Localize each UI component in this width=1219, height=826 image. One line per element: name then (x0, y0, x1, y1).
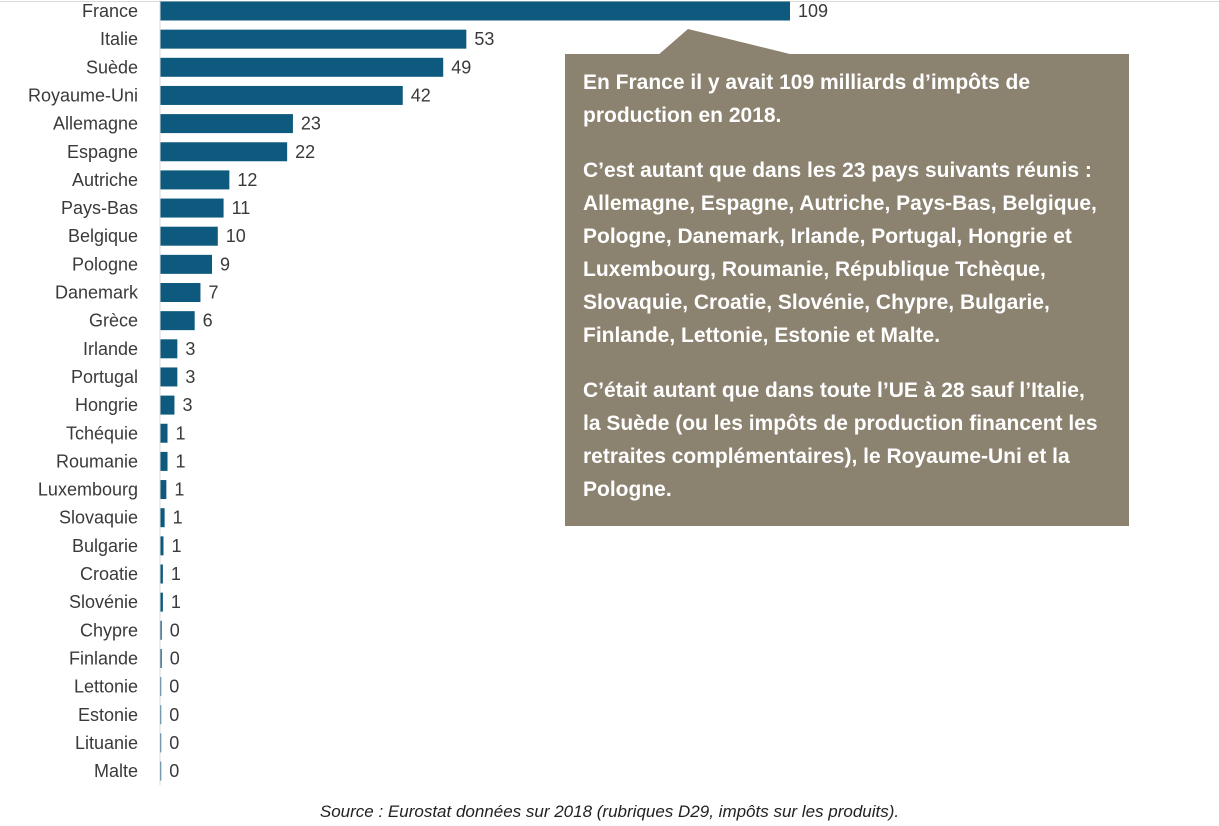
category-label: Espagne (67, 142, 138, 162)
data-label: 3 (182, 395, 192, 415)
category-label: Bulgarie (72, 536, 138, 556)
category-label: Tchéquie (66, 423, 138, 443)
category-label: France (82, 1, 138, 21)
bar-allemagne (160, 114, 293, 134)
data-label: 1 (173, 508, 183, 528)
bar-malte (160, 761, 162, 781)
category-label: Allemagne (53, 114, 138, 134)
data-label: 3 (185, 339, 195, 359)
category-label: Lituanie (75, 733, 138, 753)
bar-grèce (160, 311, 195, 331)
bar-hongrie (160, 395, 175, 415)
bar-slovaquie (160, 508, 165, 528)
data-label: 3 (185, 367, 195, 387)
bar-bulgarie (160, 536, 164, 556)
data-label: 49 (451, 57, 471, 77)
bar-irlande (160, 339, 178, 359)
category-label: Slovénie (69, 592, 138, 612)
data-label: 42 (411, 85, 431, 105)
callout-paragraph-2: C’est autant que dans les 23 pays suivan… (583, 159, 1097, 347)
bar-roumanie (160, 451, 168, 471)
data-label: 0 (169, 761, 179, 781)
data-label: 1 (176, 423, 186, 443)
bar-pologne (160, 254, 213, 274)
category-label: Lettonie (74, 677, 138, 697)
bar-suède (160, 57, 444, 77)
data-label: 0 (169, 705, 179, 725)
bar-belgique (160, 226, 218, 246)
data-label: 109 (798, 1, 828, 21)
bar-italie (160, 29, 467, 49)
data-label: 12 (237, 170, 257, 190)
bar-lituanie (160, 733, 162, 753)
data-label: 0 (170, 648, 180, 668)
category-label: Luxembourg (38, 480, 138, 500)
data-label: 9 (220, 254, 230, 274)
category-label: Irlande (83, 339, 138, 359)
bar-luxembourg (160, 480, 167, 500)
data-label: 22 (295, 142, 315, 162)
data-label: 1 (176, 451, 186, 471)
source-note: Source : Eurostat données sur 2018 (rubr… (319, 802, 900, 821)
category-label: Autriche (72, 170, 138, 190)
category-label: Slovaquie (59, 508, 138, 528)
data-label: 11 (232, 198, 251, 218)
data-label: 6 (203, 311, 213, 331)
category-label: Danemark (55, 283, 139, 303)
data-label: 1 (171, 536, 181, 556)
data-label: 10 (226, 226, 246, 246)
bar-autriche (160, 170, 230, 190)
callout-paragraph-1: En France il y avait 109 milliards d’imp… (583, 71, 1030, 127)
category-label: Chypre (80, 620, 138, 640)
category-label: Malte (94, 761, 138, 781)
category-label: Pologne (72, 254, 138, 274)
data-label: 1 (171, 592, 181, 612)
category-label: Croatie (80, 564, 138, 584)
category-label: Italie (100, 29, 138, 49)
category-label: Roumanie (56, 451, 138, 471)
bar-royaume-uni (160, 85, 403, 105)
bar-estonie (160, 705, 162, 725)
bar-danemark (160, 283, 201, 302)
callout-pointer (657, 29, 798, 56)
bar-pays-bas (160, 198, 224, 218)
bar-france (160, 1, 790, 21)
category-label: Finlande (69, 648, 138, 668)
data-label: 0 (169, 677, 179, 697)
category-label: Pays-Bas (61, 198, 138, 218)
bar-espagne (160, 142, 288, 162)
category-label: Estonie (78, 705, 138, 725)
category-label: Belgique (68, 226, 138, 246)
category-label: Suède (86, 57, 138, 77)
data-label: 53 (474, 29, 494, 49)
data-label: 23 (301, 114, 321, 134)
data-label: 7 (208, 283, 218, 303)
data-label: 0 (170, 620, 180, 640)
data-label: 1 (171, 564, 181, 584)
bar-slovénie (160, 592, 163, 612)
data-label: 1 (174, 480, 184, 500)
bar-tchéquie (160, 423, 168, 443)
category-label: Grèce (89, 311, 138, 331)
bar-finlande (160, 648, 162, 668)
data-label: 0 (169, 733, 179, 753)
bar-chypre (160, 620, 162, 640)
bar-portugal (160, 367, 178, 387)
callout-paragraph-3: C’était autant que dans toute l’UE à 28 … (583, 379, 1098, 501)
bar-lettonie (160, 677, 162, 697)
bar-chart: France Italie Suède Royaume-Uni Allemagne Esp… (0, 0, 1219, 785)
bar-croatie (160, 564, 163, 584)
annotation-callout: En France il y avait 109 milliards d’imp… (565, 54, 1129, 526)
category-label: Royaume-Uni (28, 85, 138, 105)
category-label: Portugal (71, 367, 138, 387)
category-label: Hongrie (75, 395, 138, 415)
